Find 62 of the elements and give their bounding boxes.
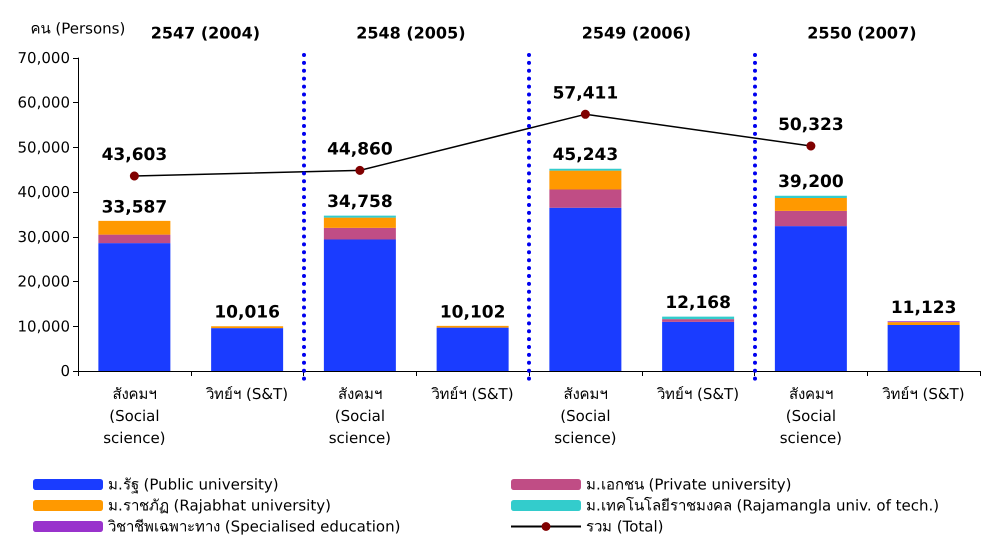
total-label: 10,102 xyxy=(440,302,506,322)
legend-label: ม.รัฐ (Public university) xyxy=(108,476,279,494)
data-label: 57,411 xyxy=(552,83,618,104)
bar xyxy=(436,328,509,371)
legend-label: รวม (Total) xyxy=(586,518,664,536)
text: 2550 (2007) xyxy=(807,24,917,42)
bar xyxy=(774,210,847,226)
y-tick-label: 20,000 xyxy=(18,272,70,291)
point xyxy=(130,172,139,181)
legend-label: ม.เอกชน (Private university) xyxy=(586,476,792,494)
bar xyxy=(98,243,170,371)
bar xyxy=(774,198,847,211)
y-tick-label: 30,000 xyxy=(18,228,70,246)
x-tick-label: วิทย์ฯ (S&T) xyxy=(205,385,288,403)
bar xyxy=(324,240,396,371)
bar xyxy=(324,228,396,240)
text: 2548 (2005) xyxy=(356,24,466,42)
y-tick-label: 50,000 xyxy=(18,138,70,156)
y-tick-label: 10,000 xyxy=(18,317,70,336)
legend-label: วิชาชีพเฉพาะทาง (Specialised education) xyxy=(107,518,400,536)
total-label: 11,123 xyxy=(890,298,956,318)
text: 2547 (2004) xyxy=(150,24,260,42)
total-label: 33,587 xyxy=(102,197,168,218)
bar xyxy=(98,234,170,244)
point xyxy=(580,110,590,119)
y-tick-label: 0 xyxy=(60,362,70,380)
point xyxy=(355,166,364,175)
y-tick-label: 60,000 xyxy=(18,94,70,112)
bar xyxy=(662,316,734,320)
x-tick-label: สังคมฯ (Social science) xyxy=(780,385,842,447)
bar xyxy=(662,319,734,322)
data-label: 43,603 xyxy=(102,145,168,166)
x-tick-label: สังคมฯ (Social science) xyxy=(554,385,617,447)
legend-label: ม.ราชภัฏ (Rajabhat university) xyxy=(108,496,331,514)
x-tick-label: วิทย์ฯ (S&T) xyxy=(656,385,740,403)
bar xyxy=(211,328,284,371)
x-tick-label: สังคมฯ (Social science) xyxy=(103,385,166,447)
bar xyxy=(774,226,847,371)
bar xyxy=(662,322,734,371)
x-tick-label: สังคมฯ (Social science) xyxy=(328,385,392,447)
y-tick-label: 70,000 xyxy=(18,49,70,67)
x-tick-label: วิทย์ฯ (S&T) xyxy=(430,385,514,403)
total-label: 10,016 xyxy=(214,302,280,323)
text: 2549 (2006) xyxy=(582,24,692,42)
bar xyxy=(888,322,960,325)
bar xyxy=(549,170,622,190)
bar xyxy=(549,208,622,371)
total-label: 45,243 xyxy=(552,145,618,166)
x-tick-label: วิทย์ฯ (S&T) xyxy=(882,385,965,403)
point xyxy=(806,141,816,150)
bar xyxy=(888,324,960,371)
y-tick-label: 40,000 xyxy=(18,183,70,202)
total-label: 12,168 xyxy=(665,293,731,314)
total-label: 34,758 xyxy=(327,192,393,212)
data-label: 50,323 xyxy=(778,114,844,135)
data-label: 44,860 xyxy=(327,139,393,160)
y-axis-title: คน (Persons) xyxy=(30,20,126,38)
bar xyxy=(324,218,396,228)
bar xyxy=(98,220,170,235)
bar xyxy=(549,189,622,208)
total-label: 39,200 xyxy=(778,172,844,192)
legend-label: ม.เทคโนโลยีราชมงคล (Rajamangla univ. of tech.) xyxy=(586,496,940,514)
